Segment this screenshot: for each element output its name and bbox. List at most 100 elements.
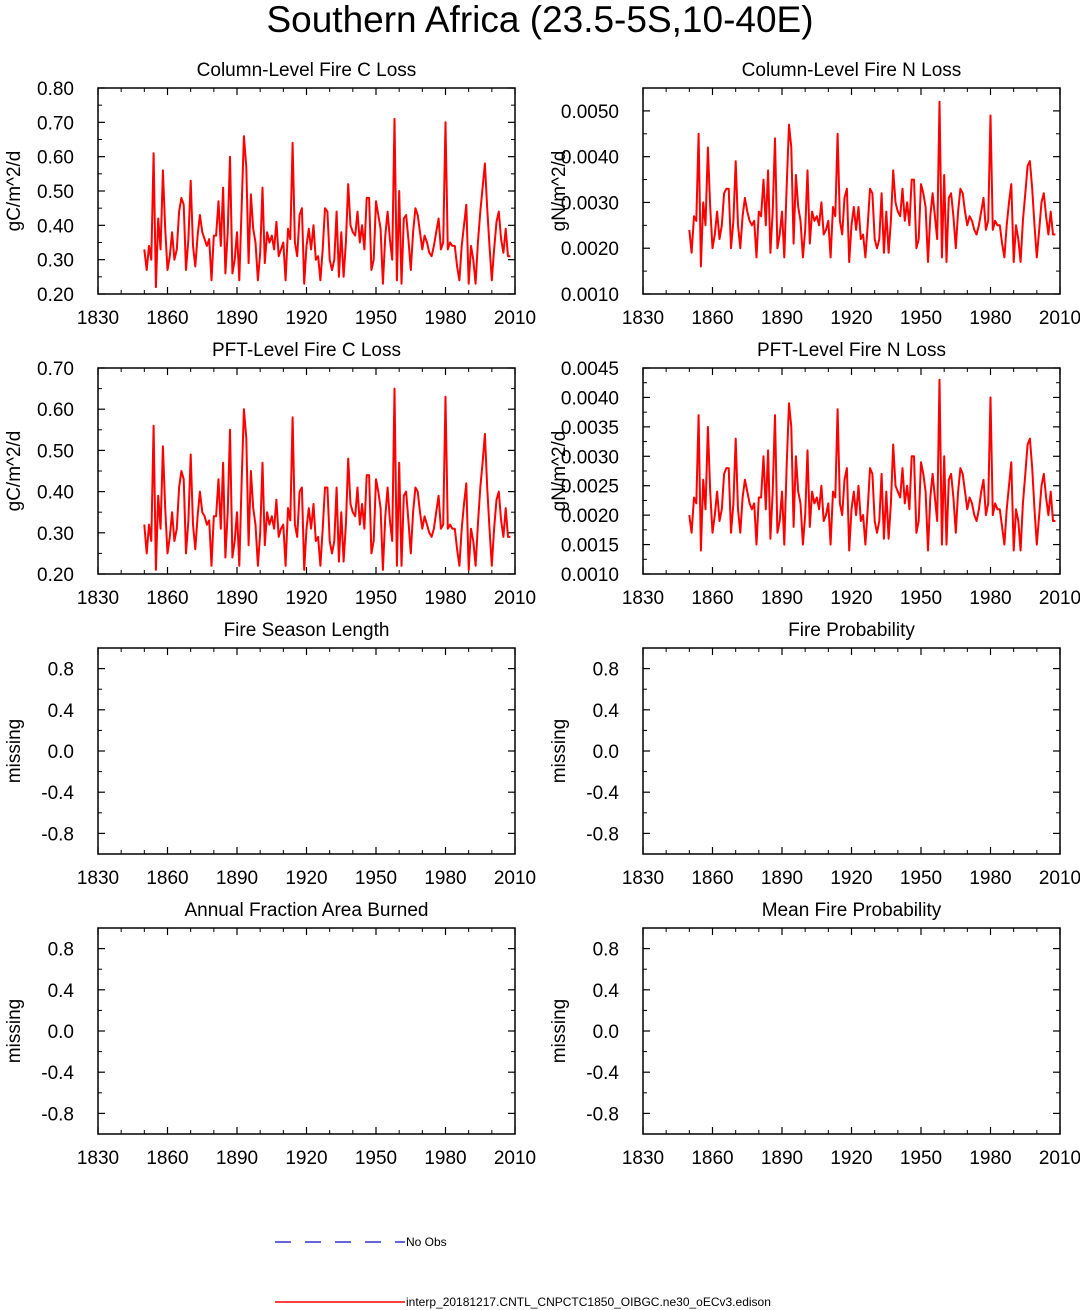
x-tick-label: 1950 — [355, 588, 397, 609]
x-tick-label: 1860 — [146, 308, 188, 329]
y-tick-label: 0.8 — [593, 660, 619, 681]
y-tick-label: 0.4 — [593, 981, 620, 1002]
y-tick-label: 0.80 — [37, 79, 74, 100]
chart-panels: Column-Level Fire C Loss gC/m^2/d 1830 1860… — [4, 60, 1080, 1169]
x-tick-label: 1830 — [622, 308, 664, 329]
y-tick-label: 0.60 — [37, 400, 74, 421]
plot-frame — [642, 87, 1061, 295]
x-tick-label: 1830 — [622, 588, 664, 609]
y-axis-label: missing — [4, 999, 25, 1063]
y-tick-label: 0.8 — [48, 660, 74, 681]
x-tick-label: 1950 — [355, 868, 397, 889]
x-tick-label: 2010 — [1039, 868, 1080, 889]
chart-title: Fire Probability — [788, 620, 915, 641]
chart-col-c: Column-Level Fire C Loss gC/m^2/d 1830 1860… — [4, 60, 536, 329]
x-tick-label: 1950 — [900, 1148, 942, 1169]
x-tick-label: 1980 — [969, 1148, 1011, 1169]
x-tick-label: 2010 — [494, 308, 536, 329]
x-tick-label: 1890 — [761, 308, 803, 329]
x-tick-label: 2010 — [1039, 308, 1080, 329]
x-tick-label: 1920 — [830, 308, 872, 329]
y-tick-label: 0.0 — [593, 742, 619, 763]
x-tick-label: 1980 — [424, 868, 466, 889]
plot-frame — [642, 367, 1061, 575]
y-tick-label: 0.50 — [37, 441, 74, 462]
x-tick-label: 1920 — [285, 1148, 327, 1169]
x-tick-label: 1980 — [424, 308, 466, 329]
x-tick-label: 1860 — [691, 1148, 733, 1169]
x-tick-label: 1860 — [146, 1148, 188, 1169]
y-tick-label: 0.8 — [593, 940, 619, 961]
plot-frame — [97, 367, 516, 575]
y-tick-label: 0.40 — [37, 216, 74, 237]
chart-pft-n: PFT-Level Fire N Loss gN/m^2/d 1830 1860 189… — [549, 340, 1080, 609]
x-tick-label: 1860 — [691, 868, 733, 889]
series-line — [143, 387, 511, 571]
x-tick-label: 1830 — [77, 868, 119, 889]
x-tick-label: 1980 — [424, 588, 466, 609]
series-line — [688, 378, 1056, 552]
x-tick-label: 1920 — [830, 868, 872, 889]
y-tick-label: 0.0010 — [561, 285, 619, 306]
x-tick-label: 2010 — [494, 868, 536, 889]
chart-title: Column-Level Fire C Loss — [197, 60, 417, 81]
y-tick-label: 0.0045 — [561, 359, 619, 380]
x-tick-label: 1890 — [216, 308, 258, 329]
y-tick-label: 0.0025 — [561, 477, 619, 498]
y-tick-label: 0.0015 — [561, 536, 619, 557]
y-tick-label: 0.4 — [593, 701, 620, 722]
y-tick-label: -0.4 — [41, 783, 74, 804]
y-tick-label: 0.30 — [37, 251, 74, 272]
chart-area-burned: Annual Fraction Area Burned missing 1830 18… — [4, 900, 536, 1169]
x-tick-label: 1860 — [146, 868, 188, 889]
legend-obs-label: No Obs — [406, 1235, 447, 1249]
x-tick-label: 1890 — [761, 1148, 803, 1169]
chart-col-n: Column-Level Fire N Loss gN/m^2/d 1830 1860… — [549, 60, 1080, 329]
y-tick-label: 0.60 — [37, 148, 74, 169]
x-tick-label: 1890 — [216, 868, 258, 889]
y-tick-label: 0.20 — [37, 285, 74, 306]
plot-frame — [97, 87, 516, 295]
y-tick-label: 0.0 — [48, 742, 74, 763]
x-tick-label: 1890 — [761, 868, 803, 889]
y-tick-label: 0.70 — [37, 359, 74, 380]
x-tick-label: 1830 — [77, 588, 119, 609]
x-tick-label: 1920 — [285, 868, 327, 889]
y-tick-label: 0.4 — [48, 981, 75, 1002]
legend: No Obs interp_20181217.CNTL_CNPCTC1850_O… — [275, 1235, 771, 1309]
x-tick-label: 1830 — [622, 1148, 664, 1169]
y-tick-label: -0.4 — [41, 1063, 74, 1084]
x-tick-label: 1950 — [900, 308, 942, 329]
y-tick-label: -0.4 — [586, 1063, 619, 1084]
y-axis-label: gN/m^2/d — [549, 431, 570, 512]
y-tick-label: 0.30 — [37, 524, 74, 545]
x-tick-label: 1950 — [900, 588, 942, 609]
y-tick-label: 0.70 — [37, 113, 74, 134]
series-line — [143, 117, 511, 289]
y-tick-label: -0.8 — [41, 824, 74, 845]
chart-pft-c: PFT-Level Fire C Loss gC/m^2/d 1830 1860 189… — [4, 340, 536, 609]
x-tick-label: 1920 — [285, 308, 327, 329]
plot-frame — [642, 927, 1061, 1135]
y-tick-label: 0.0035 — [561, 418, 619, 439]
y-tick-label: -0.8 — [586, 824, 619, 845]
y-tick-label: 0.0030 — [561, 193, 619, 214]
x-tick-label: 1890 — [216, 588, 258, 609]
y-tick-label: 0.0050 — [561, 102, 619, 123]
chart-title: Column-Level Fire N Loss — [742, 60, 962, 81]
x-tick-label: 1980 — [969, 308, 1011, 329]
figure-title: Southern Africa (23.5-5S,10-40E) — [266, 0, 814, 40]
y-tick-label: -0.8 — [586, 1104, 619, 1125]
x-tick-label: 1950 — [900, 868, 942, 889]
chart-title: PFT-Level Fire N Loss — [757, 340, 946, 361]
y-tick-label: 0.0010 — [561, 565, 619, 586]
x-tick-label: 1860 — [146, 588, 188, 609]
chart-fire-prob: Fire Probability missing 1830 1860 1890 1920 1… — [549, 620, 1080, 889]
x-tick-label: 1950 — [355, 1148, 397, 1169]
plot-frame — [642, 647, 1061, 855]
y-axis-label: missing — [4, 719, 25, 783]
x-tick-label: 1830 — [77, 308, 119, 329]
x-tick-label: 1830 — [622, 868, 664, 889]
x-tick-label: 1890 — [216, 1148, 258, 1169]
